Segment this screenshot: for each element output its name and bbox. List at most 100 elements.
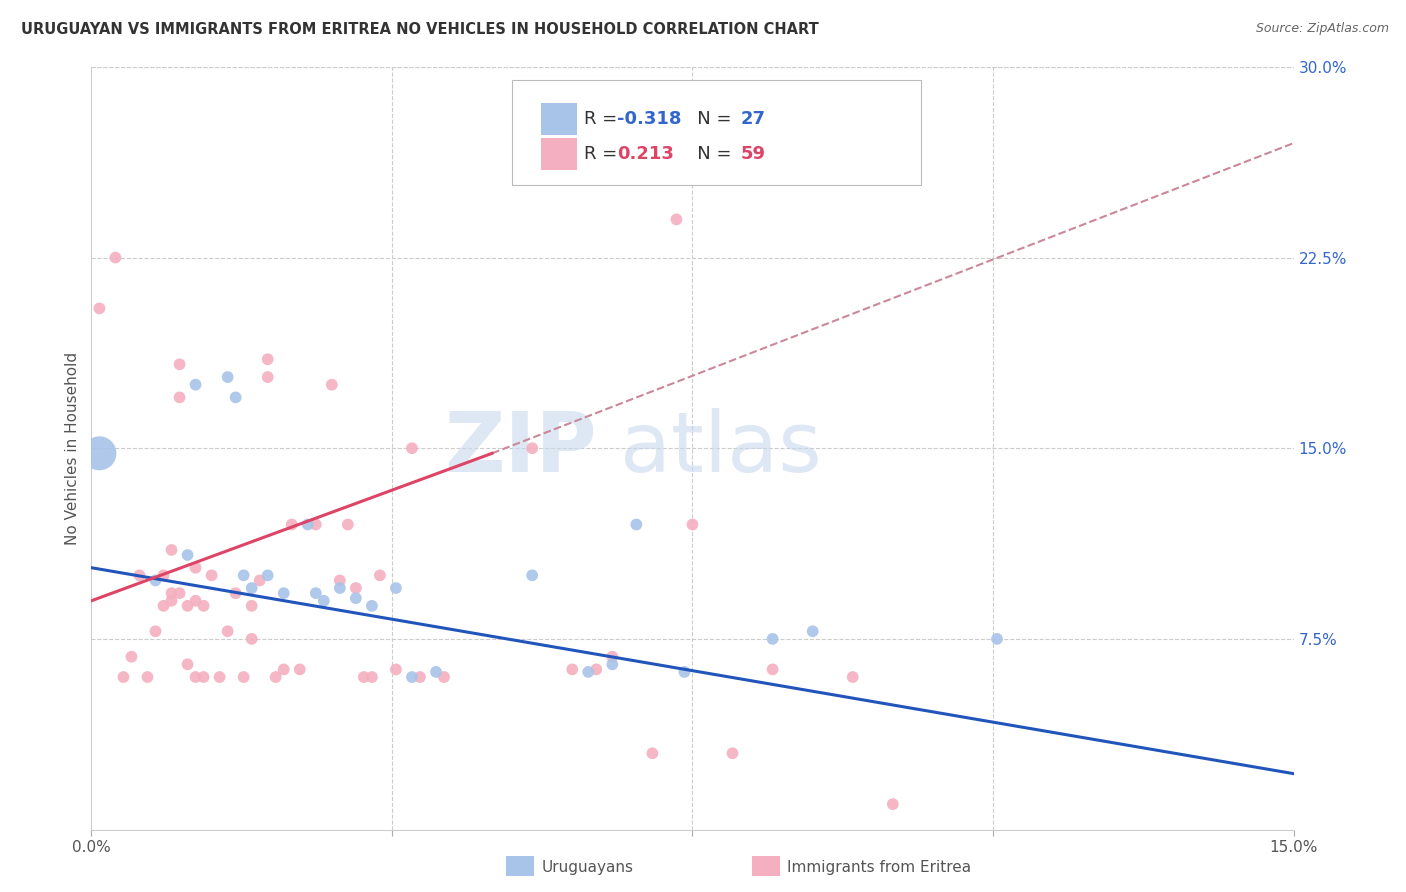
Point xyxy=(169,357,191,371)
Point xyxy=(217,370,239,384)
Point xyxy=(321,377,343,392)
Point xyxy=(184,670,207,684)
Point xyxy=(329,581,352,595)
Text: Source: ZipAtlas.com: Source: ZipAtlas.com xyxy=(1256,22,1389,36)
Point xyxy=(256,568,278,582)
Text: R =: R = xyxy=(585,145,628,163)
Point xyxy=(273,586,295,600)
Point xyxy=(208,670,231,684)
Point xyxy=(585,662,607,676)
Point xyxy=(240,632,263,646)
Point xyxy=(401,441,423,455)
Point xyxy=(762,632,785,646)
Point xyxy=(232,568,254,582)
Point xyxy=(193,670,215,684)
Text: atlas: atlas xyxy=(620,408,823,489)
Point xyxy=(176,548,198,562)
Point xyxy=(240,599,263,613)
Point xyxy=(201,568,224,582)
Point xyxy=(169,391,191,405)
Point xyxy=(152,568,174,582)
FancyBboxPatch shape xyxy=(541,103,576,135)
Point xyxy=(136,670,159,684)
Point xyxy=(176,599,198,613)
Point xyxy=(433,670,456,684)
Point xyxy=(256,352,278,367)
Point xyxy=(160,594,183,608)
Point xyxy=(264,670,287,684)
Point xyxy=(145,574,167,588)
Point xyxy=(104,251,127,265)
Y-axis label: No Vehicles in Household: No Vehicles in Household xyxy=(65,351,80,545)
Point xyxy=(193,599,215,613)
Point xyxy=(256,370,278,384)
Point xyxy=(273,662,295,676)
Point xyxy=(721,746,744,760)
Point xyxy=(602,657,624,672)
Point xyxy=(145,624,167,639)
Point xyxy=(249,574,271,588)
Point xyxy=(281,517,304,532)
Point xyxy=(184,594,207,608)
Point xyxy=(336,517,359,532)
Point xyxy=(522,441,544,455)
Point xyxy=(288,662,311,676)
Point xyxy=(305,517,328,532)
Text: N =: N = xyxy=(681,145,738,163)
Point xyxy=(360,670,382,684)
Point xyxy=(360,599,382,613)
Point xyxy=(184,377,207,392)
Point xyxy=(344,581,367,595)
Text: URUGUAYAN VS IMMIGRANTS FROM ERITREA NO VEHICLES IN HOUSEHOLD CORRELATION CHART: URUGUAYAN VS IMMIGRANTS FROM ERITREA NO … xyxy=(21,22,818,37)
Point xyxy=(217,624,239,639)
FancyBboxPatch shape xyxy=(512,80,921,186)
Text: 59: 59 xyxy=(741,145,765,163)
Point xyxy=(762,662,785,676)
Point xyxy=(344,591,367,606)
Point xyxy=(297,517,319,532)
Point xyxy=(160,542,183,557)
Point xyxy=(184,560,207,574)
Point xyxy=(882,797,904,812)
Point xyxy=(425,665,447,679)
Point xyxy=(576,665,599,679)
Point xyxy=(385,662,408,676)
Point xyxy=(665,212,688,227)
Point xyxy=(176,657,198,672)
Point xyxy=(89,301,111,316)
Point xyxy=(232,670,254,684)
Point xyxy=(312,594,335,608)
Point xyxy=(986,632,1008,646)
Text: Uruguayans: Uruguayans xyxy=(541,861,633,875)
Text: -0.318: -0.318 xyxy=(617,110,682,128)
Point xyxy=(673,665,696,679)
Text: Immigrants from Eritrea: Immigrants from Eritrea xyxy=(787,861,972,875)
Point xyxy=(602,649,624,664)
Point xyxy=(626,517,648,532)
Text: N =: N = xyxy=(681,110,738,128)
Point xyxy=(128,568,150,582)
Point xyxy=(329,574,352,588)
Point xyxy=(841,670,863,684)
Point xyxy=(240,581,263,595)
Point xyxy=(385,581,408,595)
Point xyxy=(641,746,664,760)
Point xyxy=(368,568,391,582)
Text: R =: R = xyxy=(585,110,623,128)
Point xyxy=(522,568,544,582)
Point xyxy=(112,670,135,684)
Point xyxy=(225,391,247,405)
Point xyxy=(89,446,111,460)
Point xyxy=(121,649,143,664)
Text: 0.213: 0.213 xyxy=(617,145,673,163)
Point xyxy=(169,586,191,600)
Point xyxy=(353,670,375,684)
Text: ZIP: ZIP xyxy=(444,408,596,489)
Point xyxy=(401,670,423,684)
Point xyxy=(681,517,703,532)
FancyBboxPatch shape xyxy=(541,138,576,169)
Text: 27: 27 xyxy=(741,110,765,128)
Point xyxy=(801,624,824,639)
Point xyxy=(305,586,328,600)
Point xyxy=(561,662,583,676)
